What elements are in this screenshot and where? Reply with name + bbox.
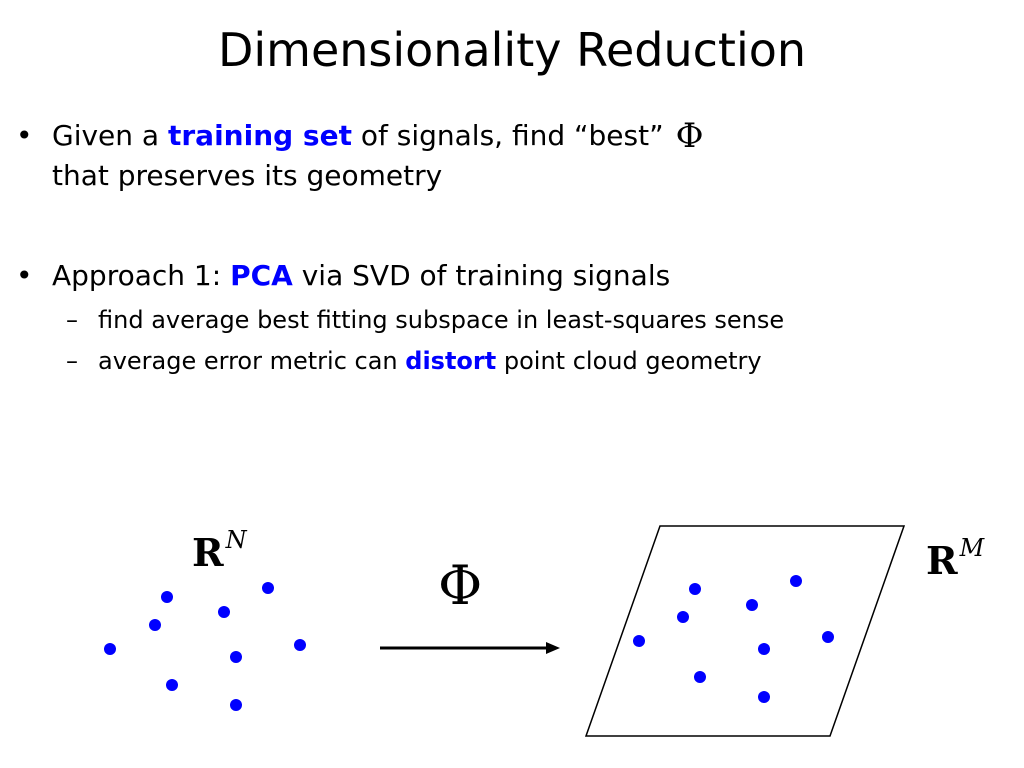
target-space-base: R [926,538,958,583]
target-point [694,671,706,683]
sub-bullet-text: average error metric can distort point c… [98,346,762,376]
source-point [294,639,306,651]
sub-bullet-text-pre: average error metric can [98,347,406,375]
source-point [149,619,161,631]
target-point [758,643,770,655]
target-point [758,691,770,703]
source-point [262,582,274,594]
target-point [633,635,645,647]
target-subspace-plane [584,525,906,737]
bullet-text: Given a training set of signals, find “b… [52,116,703,196]
bullet-text-pre: Approach 1: [52,259,231,292]
source-space-label: RN [192,520,247,573]
source-space-exponent: N [225,526,247,554]
arrow-head [546,642,560,654]
emphasis-pca: PCA [230,259,293,292]
target-point [822,631,834,643]
bullet-text: Approach 1: PCA via SVD of training sign… [52,256,670,296]
target-space-label: RM [926,528,984,581]
sub-bullet-marker: – [66,347,78,375]
bullet-marker: • [16,119,33,152]
bullet-marker: • [16,259,33,292]
target-point [677,611,689,623]
bullet-approach-1: • Approach 1: PCA via SVD of training si… [16,256,670,296]
sub-bullet-distort: – average error metric can distort point… [66,346,762,376]
source-point-cloud [104,582,306,711]
source-point [230,699,242,711]
mapping-arrow [380,642,560,654]
phi-symbol-map: Φ [438,554,483,617]
sub-bullet-subspace: – find average best fitting subspace in … [66,305,784,335]
target-point [689,583,701,595]
sub-bullet-marker: – [66,306,78,334]
bullet-text-post: via SVD of training signals [292,259,671,292]
sub-bullet-text-post: point cloud geometry [496,347,762,375]
target-point [790,575,802,587]
source-space-base: R [192,530,224,575]
target-point [746,599,758,611]
source-point [218,606,230,618]
source-point [230,651,242,663]
sub-bullet-text: find average best fitting subspace in le… [98,306,785,334]
bullet-text-pre: Given a [52,119,168,152]
bullet-text-post: of signals, find “best” [351,119,664,152]
source-point [161,591,173,603]
source-point [104,643,116,655]
source-point [166,679,178,691]
emphasis-training-set: training set [167,119,352,152]
bullet-training-set: • Given a training set of signals, find … [16,116,703,196]
target-point-cloud [633,575,834,703]
emphasis-distort: distort [405,347,497,375]
phi-symbol-inline: Φ [675,116,704,156]
target-space-exponent: M [959,534,985,562]
bullet-text-line2: that preserves its geometry [52,159,443,192]
slide-title: Dimensionality Reduction [217,23,807,77]
